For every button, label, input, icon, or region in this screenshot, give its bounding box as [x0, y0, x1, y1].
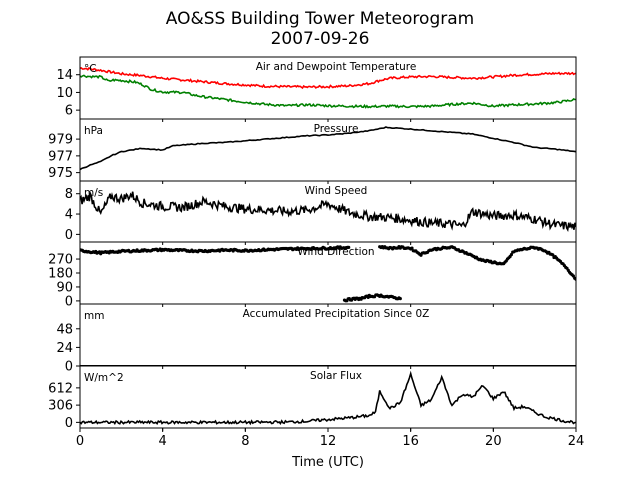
panel-unit: mm [84, 310, 104, 322]
y-tick-label: 270 [48, 253, 73, 268]
x-axis-label: Time (UTC) [291, 455, 364, 470]
y-tick-label: 975 [48, 166, 73, 181]
series-line-1 [80, 370, 576, 426]
wind-direction-points [378, 245, 576, 281]
panel-3: 0 4 8 Wind Speed m/s [65, 180, 577, 245]
y-tick-label: 979 [48, 133, 73, 148]
y-tick-label: 612 [48, 381, 73, 396]
y-tick-label: 0 [65, 416, 73, 431]
x-tick-label: 12 [320, 434, 337, 449]
x-tick-label: 4 [159, 434, 167, 449]
wind-direction-points [80, 245, 351, 256]
panel-title: Accumulated Precipitation Since 0Z [243, 308, 430, 320]
data-point [509, 253, 513, 257]
chart-subtitle: 2007-09-26 [271, 29, 370, 49]
y-tick-label: 977 [48, 149, 73, 164]
panel-unit: hPa [84, 125, 103, 137]
y-tick-label: 180 [48, 267, 73, 282]
data-point [398, 297, 402, 301]
y-tick-label: 0 [65, 360, 73, 375]
data-point [347, 245, 351, 249]
panel-unit: m/s [84, 187, 103, 199]
panel-5: 0 24 48 Accumulated Precipitation Since 0Z m… [56, 303, 577, 375]
wind-direction-points [342, 293, 402, 303]
y-tick-label: 14 [56, 68, 73, 83]
y-tick-label: 4 [65, 208, 73, 223]
y-tick-label: 306 [48, 399, 73, 414]
panel-unit: °C [84, 63, 97, 75]
x-tick-label: 20 [485, 434, 502, 449]
y-tick-label: 0 [65, 228, 73, 243]
data-point [551, 253, 555, 257]
y-tick-label: 6 [65, 104, 73, 119]
y-tick-label: 48 [56, 322, 73, 337]
panel-title: Pressure [314, 123, 359, 135]
panel-unit: W/m^2 [84, 372, 124, 384]
panel-1: 6 10 14 Air and Dewpoint Temperature °C [56, 56, 577, 122]
chart-title: AO&SS Building Tower Meteorogram [166, 9, 474, 29]
x-tick-label: 0 [76, 434, 84, 449]
y-tick-label: 8 [65, 187, 73, 202]
x-tick-label: 8 [241, 434, 249, 449]
y-tick-label: 90 [56, 280, 73, 295]
panel-title: Wind Speed [305, 185, 368, 197]
series-line-1 [80, 66, 576, 90]
x-tick-label: 24 [568, 434, 585, 449]
panel-title: Wind Direction [297, 246, 374, 258]
y-tick-label: 10 [56, 86, 73, 101]
panel-6: 0 306 612 Solar Flux W/m^2 [48, 365, 577, 431]
y-tick-label: 0 [65, 294, 73, 309]
panel-title: Solar Flux [310, 370, 362, 382]
series-line-1 [80, 190, 576, 233]
y-tick-label: 24 [56, 341, 73, 356]
panel-title: Air and Dewpoint Temperature [256, 61, 417, 73]
series-line-2 [80, 74, 576, 109]
x-tick-label: 16 [402, 434, 419, 449]
data-point [410, 246, 414, 250]
series-line-1 [80, 126, 576, 171]
